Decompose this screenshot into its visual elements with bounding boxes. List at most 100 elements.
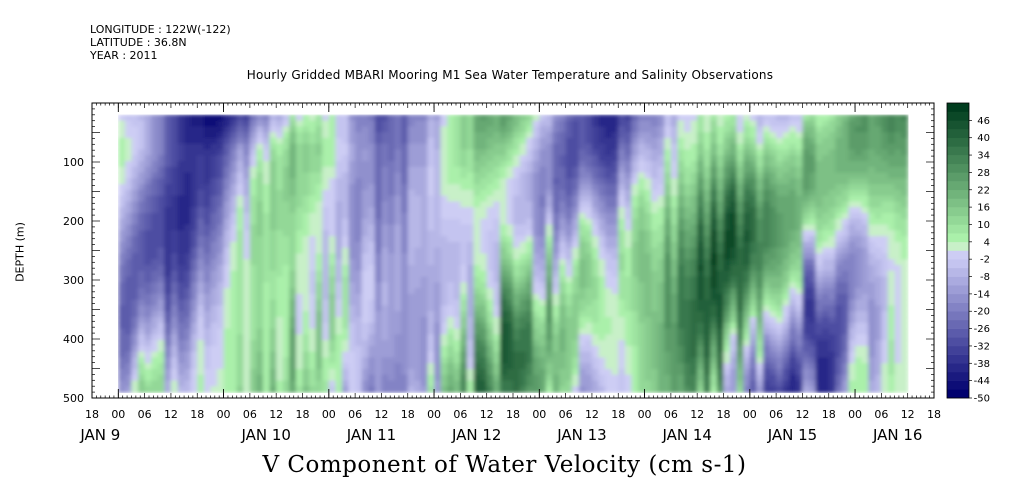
heatmap-cell [769,218,777,226]
heatmap-cell [427,270,435,278]
heatmap-cell [388,143,396,151]
heatmap-cell [335,120,343,127]
heatmap-cell [434,334,442,341]
heatmap-cell [480,293,488,301]
heatmap-cell [223,189,231,197]
heatmap-cell [414,340,422,347]
heatmap-cell [138,340,146,347]
heatmap-cell [401,293,409,301]
heatmap-cell [355,276,363,283]
heatmap-cell [598,380,606,387]
heatmap-cell [427,224,435,231]
heatmap-cell [473,253,481,260]
heatmap-cell [789,299,797,307]
heatmap-cell [795,282,804,289]
heatmap-cell [631,259,639,266]
heatmap-cell [335,328,343,335]
heatmap-cell [131,293,139,301]
heatmap-cell [756,311,764,318]
heatmap-cell [434,166,442,174]
heatmap-cell [355,195,363,203]
heatmap-cell [756,241,764,249]
heatmap-cell [144,149,152,156]
heatmap-cell [361,276,369,283]
heatmap-cell [624,137,633,145]
heatmap-cell [736,288,744,295]
heatmap-cell [637,230,646,237]
heatmap-cell [736,155,744,162]
heatmap-cell [756,351,764,359]
heatmap-cell [322,357,330,364]
heatmap-cell [447,374,455,382]
heatmap-cell [493,184,501,191]
heatmap-cell [348,282,356,289]
heatmap-cell [414,357,422,364]
heatmap-cell [690,282,698,289]
heatmap-cell [256,137,264,145]
heatmap-cell [388,132,396,139]
heatmap-cell [703,305,711,312]
heatmap-cell [223,276,231,283]
heatmap-cell [374,178,383,185]
heatmap-cell [289,276,297,283]
heatmap-cell [664,126,672,133]
heatmap-cell [282,155,290,162]
heatmap-cell [322,334,330,341]
heatmap-cell [348,189,356,197]
heatmap-cell [769,230,777,237]
heatmap-cell [453,299,461,307]
heatmap-cell [151,120,159,127]
heatmap-cell [473,317,481,324]
heatmap-cell [427,311,435,318]
heatmap-cell [519,224,527,231]
heatmap-cell [315,207,323,214]
heatmap-cell [618,166,626,174]
heatmap-cell [789,213,797,220]
heatmap-cell [730,155,738,162]
heatmap-cell [762,241,771,249]
heatmap-cell [315,363,323,370]
heatmap-cell [374,218,383,226]
heatmap-cell [203,317,212,324]
heatmap-cell [420,368,429,376]
heatmap-cell [184,305,192,312]
heatmap-cell [611,293,619,301]
heatmap-cell [730,276,738,283]
heatmap-cell [447,345,455,353]
heatmap-cell [453,247,461,255]
heatmap-cell [249,195,258,203]
heatmap-cell [618,195,626,203]
heatmap-cell [157,374,165,382]
heatmap-cell [684,351,692,359]
heatmap-cell [637,328,646,335]
heatmap-cell [782,213,790,220]
heatmap-cell [190,357,198,364]
heatmap-cell [302,305,310,312]
heatmap-cell [743,137,751,145]
heatmap-cell [789,340,797,347]
heatmap-cell [644,363,652,370]
heatmap-cell [381,357,389,364]
heatmap-cell [473,241,481,249]
heatmap-cell [374,328,383,335]
heatmap-cell [118,137,126,145]
heatmap-cell [762,293,771,301]
heatmap-cell [420,224,429,231]
heatmap-cell [473,132,481,139]
heatmap-cell [690,328,698,335]
heatmap-cell [335,374,343,382]
heatmap-cell [440,120,448,127]
heatmap-cell [723,374,731,382]
heatmap-cell [598,195,606,203]
heatmap-cell [703,328,711,335]
heatmap-cell [631,241,639,249]
heatmap-cell [230,282,238,289]
heatmap-cell [302,213,310,220]
heatmap-cell [789,155,797,162]
heatmap-cell [322,224,330,231]
heatmap-cell [716,126,725,133]
heatmap-cell [203,334,212,341]
heatmap-cell [216,363,225,370]
heatmap-cell [118,189,126,197]
heatmap-cell [394,218,402,226]
